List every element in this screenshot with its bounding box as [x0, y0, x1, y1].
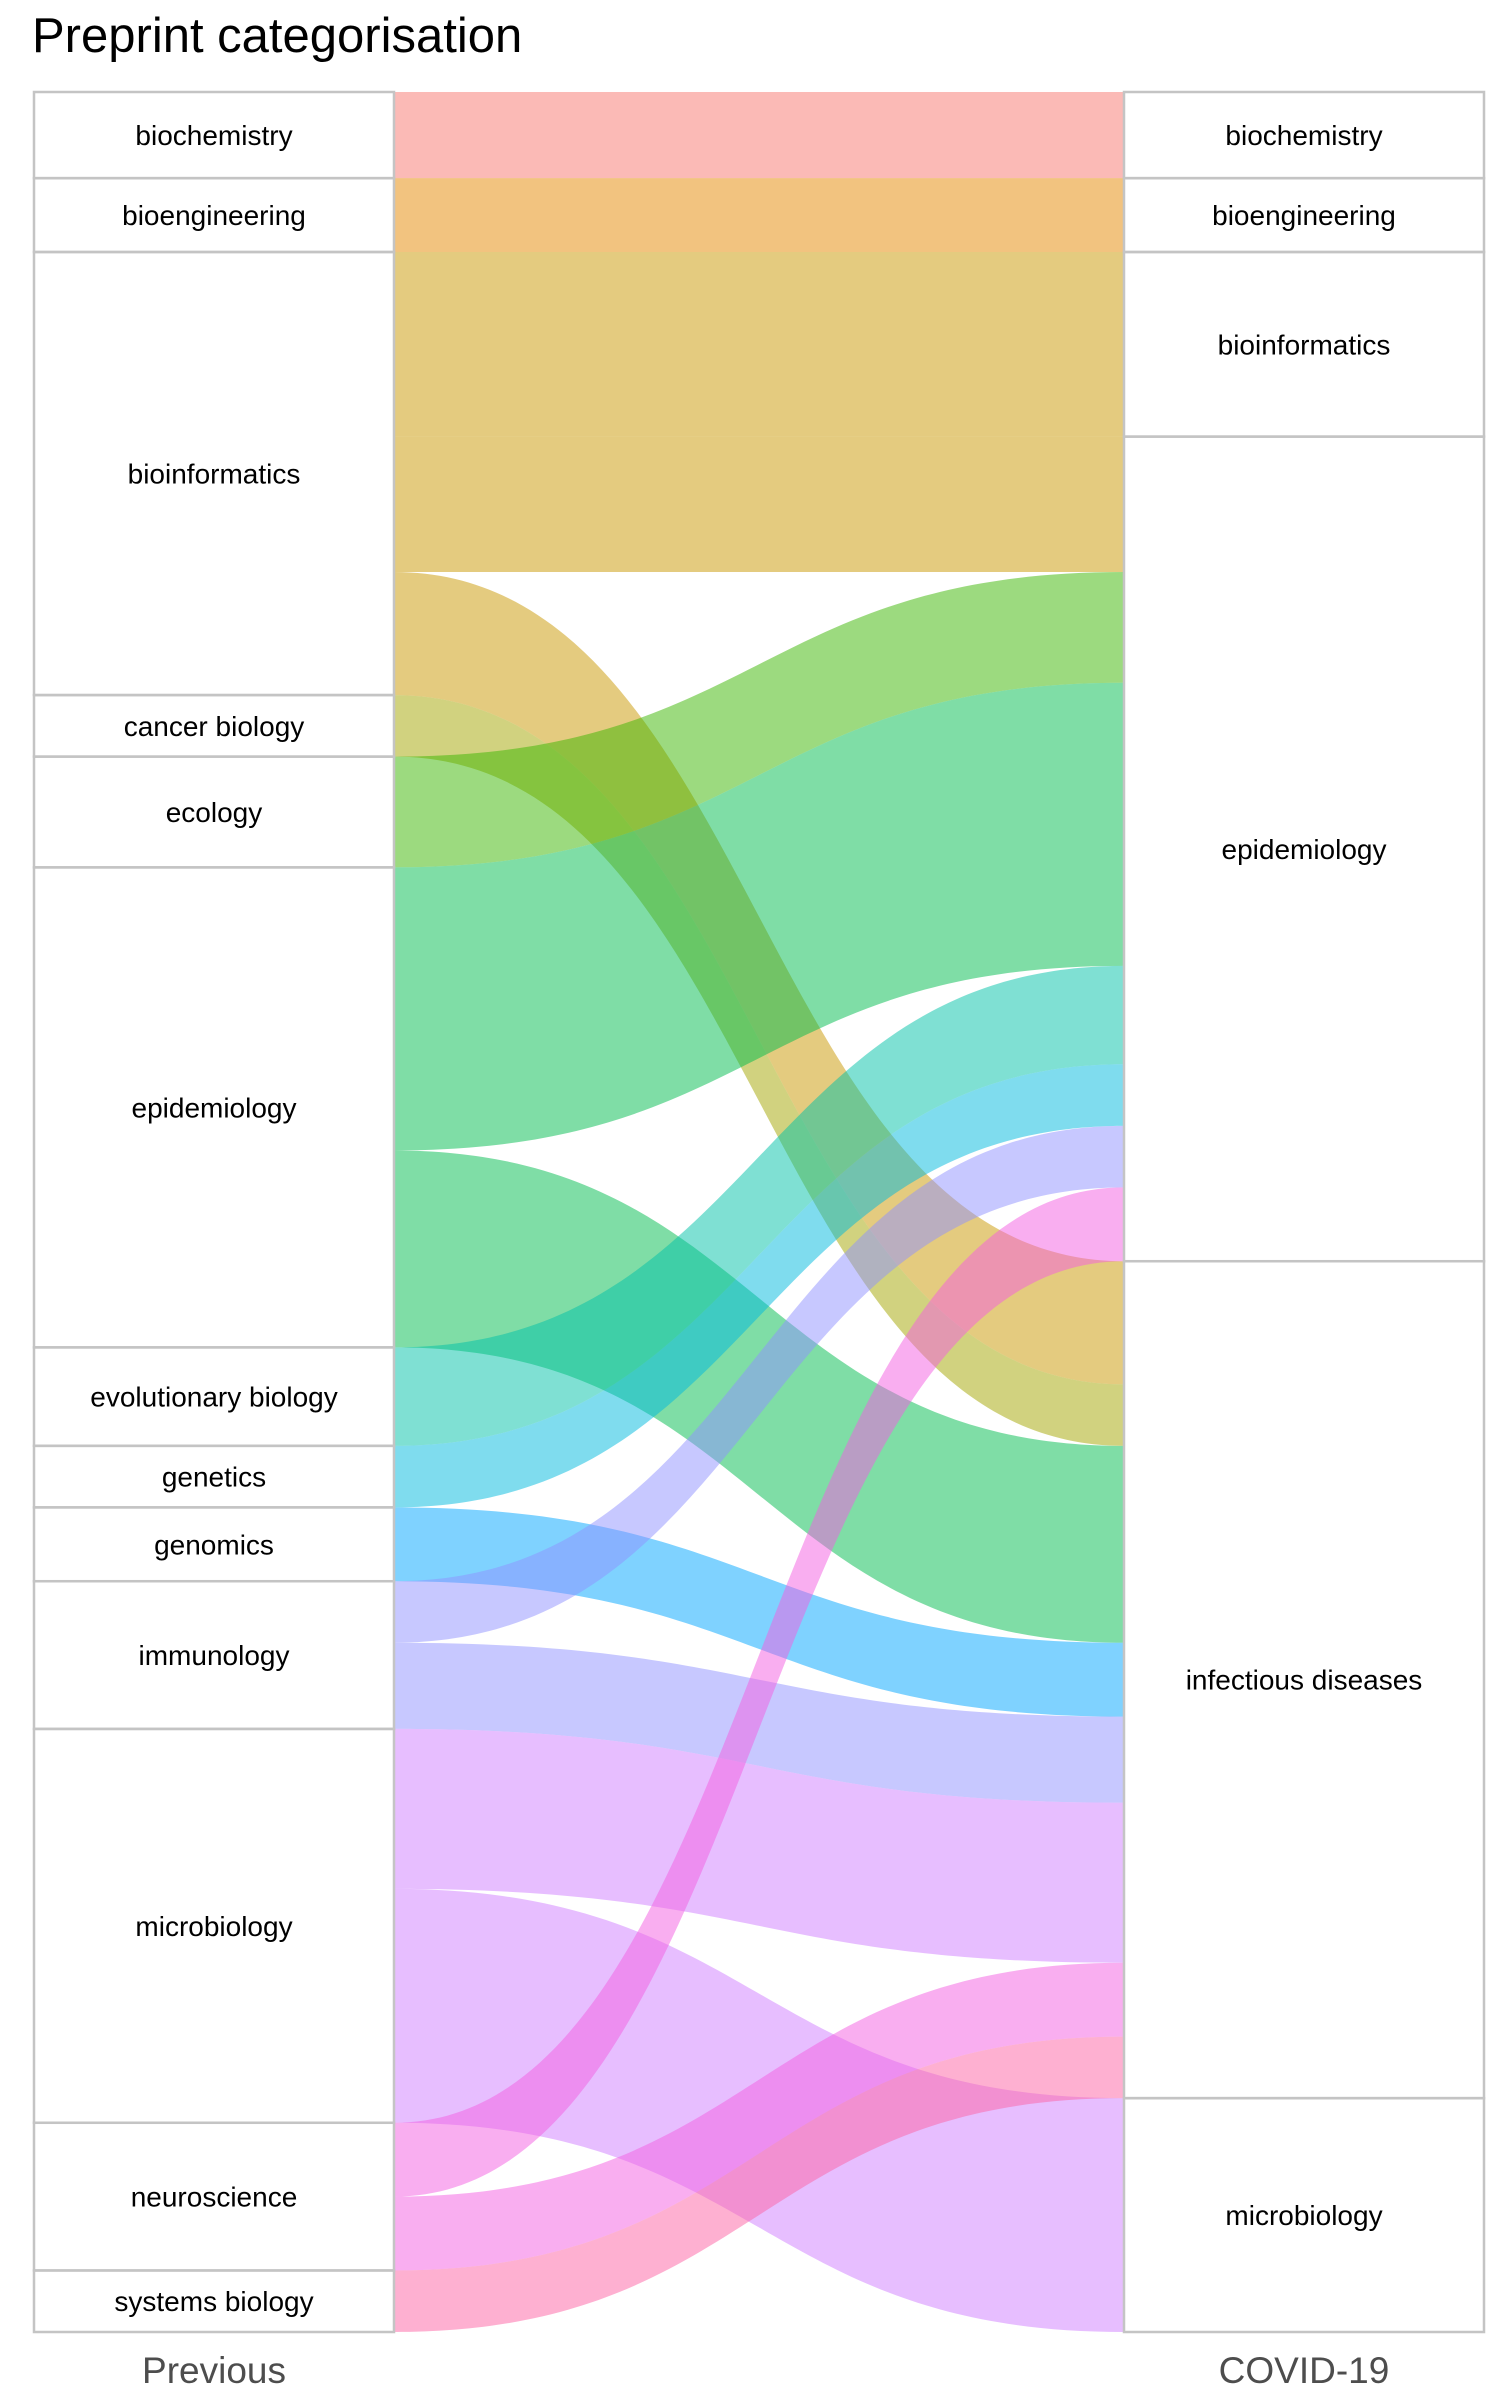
- covid-label-biochemistry: biochemistry: [1225, 120, 1382, 151]
- covid-stratum-microbiology: [1122, 2096, 1486, 2334]
- previous-label-immunology: immunology: [139, 1640, 290, 1671]
- previous-axis-label: Previous: [142, 2350, 286, 2391]
- previous-label-cancer-biology: cancer biology: [124, 711, 305, 742]
- previous-label-genetics: genetics: [162, 1462, 266, 1493]
- chart-title: Preprint categorisation: [32, 9, 523, 63]
- flow-systems-biology-to-infectious-diseases: [394, 2036, 1124, 2332]
- flow-cancer-biology-to-infectious-diseases: [394, 695, 1124, 1446]
- flow-ecology-to-epidemiology: [394, 572, 1124, 868]
- flow-ribbons: [394, 92, 1124, 2332]
- previous-label-evolutionary-biology: evolutionary biology: [90, 1382, 338, 1413]
- covid-axis-label: COVID-19: [1219, 2350, 1390, 2391]
- covid-strata: biochemistry bioengineering bioinformatics…: [1122, 90, 1486, 2334]
- covid-label-bioinformatics: bioinformatics: [1218, 329, 1391, 360]
- previous-strata: biochemistry bioengineering bioinformatics…: [32, 90, 396, 2334]
- covid-label-infectious-diseases: infectious diseases: [1186, 1665, 1423, 1696]
- previous-label-bioinformatics: bioinformatics: [128, 459, 301, 490]
- previous-label-microbiology: microbiology: [135, 1911, 292, 1942]
- previous-label-biochemistry: biochemistry: [135, 120, 292, 151]
- flow-epidemiology-to-epidemiology: [394, 682, 1124, 1151]
- flow-immunology-to-epidemiology: [394, 1125, 1124, 1643]
- previous-label-epidemiology: epidemiology: [132, 1092, 297, 1123]
- covid-label-microbiology: microbiology: [1225, 2200, 1382, 2231]
- flow-evolutionary-biology-to-epidemiology: [394, 965, 1124, 1446]
- flow-neuroscience-to-infectious-diseases: [394, 1962, 1124, 2271]
- previous-label-neuroscience: neuroscience: [131, 2182, 298, 2213]
- previous-label-systems-biology: systems biology: [114, 2286, 313, 2317]
- previous-stratum-systems-biology: [32, 2269, 396, 2334]
- flow-bioengineering-to-bioengineering: [394, 178, 1124, 252]
- covid-label-bioengineering: bioengineering: [1212, 200, 1396, 231]
- previous-label-genomics: genomics: [154, 1529, 274, 1560]
- covid-label-epidemiology: epidemiology: [1222, 834, 1387, 865]
- flow-neuroscience-to-epidemiology: [394, 1187, 1124, 2197]
- previous-label-ecology: ecology: [166, 797, 263, 828]
- flow-bioinformatics-to-bioinformatics: [394, 252, 1124, 437]
- flow-microbiology-to-infectious-diseases: [394, 1728, 1124, 1963]
- flow-bioinformatics-to-epidemiology: [394, 436, 1124, 572]
- flow-genetics-to-epidemiology: [394, 1064, 1124, 1508]
- flow-biochemistry-to-biochemistry: [394, 92, 1124, 179]
- previous-label-bioengineering: bioengineering: [122, 200, 306, 231]
